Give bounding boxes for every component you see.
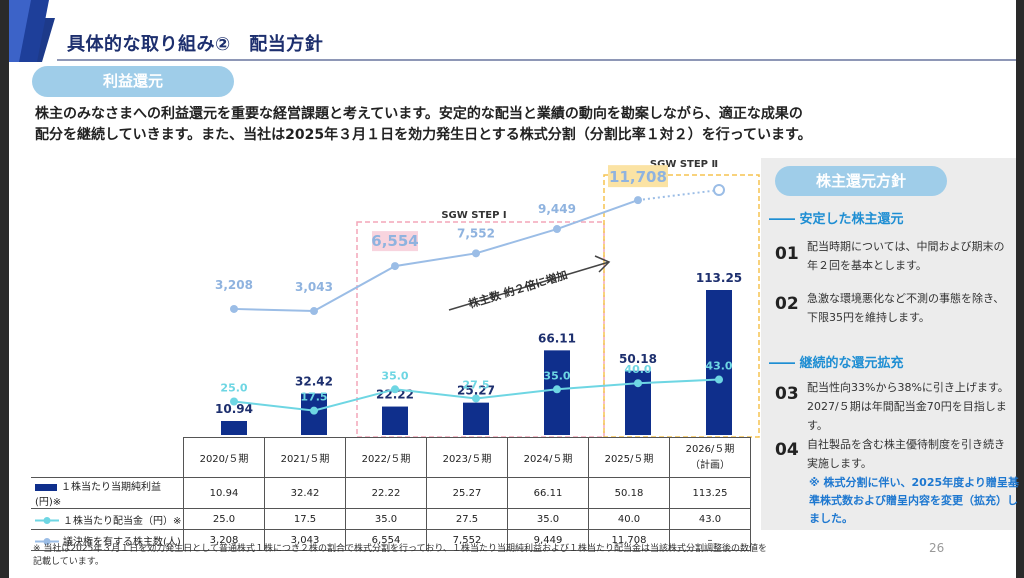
- table-header: 2021/５期: [264, 437, 346, 478]
- bar-label-eps: 113.25: [696, 271, 742, 285]
- policy-heading-continuous: ―― 継続的な還元拡充: [769, 356, 904, 371]
- policy-pill: 株主還元方針: [775, 166, 947, 196]
- label-dividend: 17.5: [300, 391, 327, 404]
- table-header: 2023/５期: [426, 437, 508, 478]
- point-dividend: [391, 385, 399, 394]
- label-dividend: 35.0: [381, 369, 408, 382]
- page-title: 具体的な取り組み② 配当方針: [67, 34, 324, 55]
- slide: 具体的な取り組み② 配当方針 利益還元 株主のみなさまへの利益還元を重要な経営課…: [9, 0, 1019, 578]
- table-header: 2020/５期: [183, 437, 265, 478]
- bar-label-eps: 50.18: [619, 352, 657, 366]
- bar-eps: [221, 420, 247, 435]
- policy-number-01: 01: [775, 244, 799, 264]
- table-row-dividend: １株当たり配当金（円）※ 25.0 17.5 35.0 27.5 35.0 40…: [31, 508, 751, 530]
- point-dividend: [715, 375, 723, 384]
- bar-eps: [463, 402, 489, 435]
- label-shareholders: 6,554: [371, 232, 418, 250]
- label-dividend: 35.0: [543, 369, 570, 382]
- intro-line-1: 株主のみなさまへの利益還元を重要な経営課題と考えています。安定的な配当と業績の動…: [35, 106, 803, 122]
- label-shareholders: 9,449: [538, 202, 576, 216]
- intro-line-2: 配分を継続していきます。また、当社は2025年３月１日を効力発生日とする株式分割…: [35, 127, 812, 143]
- policy-number-03: 03: [775, 384, 799, 404]
- highlight-6554: [372, 231, 418, 252]
- intro-text: 株主のみなさまへの利益還元を重要な経営課題と考えています。安定的な配当と業績の動…: [35, 104, 995, 146]
- section-pill-profit: 利益還元: [32, 66, 234, 97]
- point-shareholders-plan: [713, 184, 725, 196]
- table-header: 2025/５期: [588, 437, 670, 478]
- legend-line-swatch-blue: [35, 538, 59, 545]
- footnote: ※ 当社は2025年３月１日を効力発生日として普通株式１株につき２株の割合で株式…: [33, 544, 767, 567]
- legend-bar-swatch: [35, 483, 57, 491]
- policy-number-02: 02: [775, 294, 799, 314]
- policy-text-04: 自社製品を含む株主優待制度を引き続き実施します。: [807, 438, 1005, 470]
- point-dividend: [553, 385, 561, 394]
- growth-arrow-line: [448, 261, 610, 311]
- table-header: 2022/５期: [345, 437, 427, 478]
- point-shareholders: [391, 262, 399, 271]
- label-dividend: 43.0: [705, 360, 732, 373]
- line-shareholders-projection: [637, 189, 720, 202]
- point-dividend: [472, 394, 480, 403]
- legend-line-swatch-cyan: [35, 517, 59, 524]
- bar-label-eps: 66.11: [538, 331, 576, 345]
- data-table: 2020/５期 2021/５期 2022/５期 2023/５期 2024/５期 …: [31, 437, 751, 551]
- table-header: 2024/５期: [507, 437, 589, 478]
- label-dividend: 40.0: [624, 363, 651, 376]
- row-label-shareholders: 議決権を有する株主数(人): [31, 529, 184, 551]
- point-dividend: [310, 406, 318, 415]
- highlight-11708: [608, 165, 668, 188]
- policy-text-03: 配当性向33%から38%に引き上げます。2027/５期は年間配当金70円を目指し…: [807, 381, 1009, 432]
- table-row-eps: １株当たり当期純利益(円)※ 10.94 32.42 22.22 25.27 6…: [31, 477, 751, 509]
- policy-text-02: 急激な環境悪化など不測の事態を除き、下限35円を維持します。: [807, 292, 1005, 324]
- step1-label: SGW STEP Ⅰ: [441, 210, 506, 221]
- growth-arrow-text: 株主数 約２倍に増加: [467, 267, 569, 310]
- point-shareholders: [553, 225, 561, 234]
- label-shareholders: 11,708: [609, 168, 667, 186]
- label-dividend: 25.0: [220, 382, 247, 395]
- point-shareholders: [472, 249, 480, 258]
- policy-note: ※ 株式分割に伴い、2025年度より贈呈基準株式数および贈呈内容を変更（拡充）し…: [809, 476, 1019, 525]
- policy-number-04: 04: [775, 440, 799, 460]
- growth-arrow-head: [594, 255, 611, 273]
- label-shareholders: 7,552: [457, 226, 495, 240]
- policy-text-01: 配当時期については、中間および期末の年２回を基本とします。: [807, 240, 1005, 272]
- table-header: 2026/５期 （計画）: [669, 437, 751, 478]
- label-dividend: 27.5: [462, 378, 489, 391]
- corner-accent: [9, 0, 49, 62]
- bar-eps: [706, 290, 732, 435]
- point-dividend: [230, 397, 238, 406]
- label-shareholders: 3,208: [215, 278, 253, 292]
- bar-label-eps: 32.42: [295, 374, 333, 388]
- step2-label: SGW STEP Ⅱ: [650, 159, 718, 170]
- label-shareholders: 3,043: [295, 280, 333, 294]
- table-row-shareholders: 議決権を有する株主数(人) 3,208 3,043 6,554 7,552 9,…: [31, 529, 751, 551]
- point-shareholders: [230, 304, 238, 313]
- policy-heading-stable: ―― 安定した株主還元: [769, 212, 904, 227]
- bar-label-eps: 25.27: [457, 384, 495, 398]
- page-number: 26: [929, 541, 945, 555]
- line-shareholders: [233, 199, 639, 313]
- point-dividend: [634, 379, 642, 388]
- bar-label-eps: 10.94: [215, 402, 253, 416]
- row-label-eps: １株当たり当期純利益(円)※: [31, 477, 184, 509]
- point-shareholders: [634, 196, 642, 205]
- row-label-dividend: １株当たり配当金（円）※: [31, 508, 184, 530]
- policy-panel: [761, 158, 1016, 530]
- point-shareholders: [310, 307, 318, 316]
- bar-eps: [382, 406, 408, 435]
